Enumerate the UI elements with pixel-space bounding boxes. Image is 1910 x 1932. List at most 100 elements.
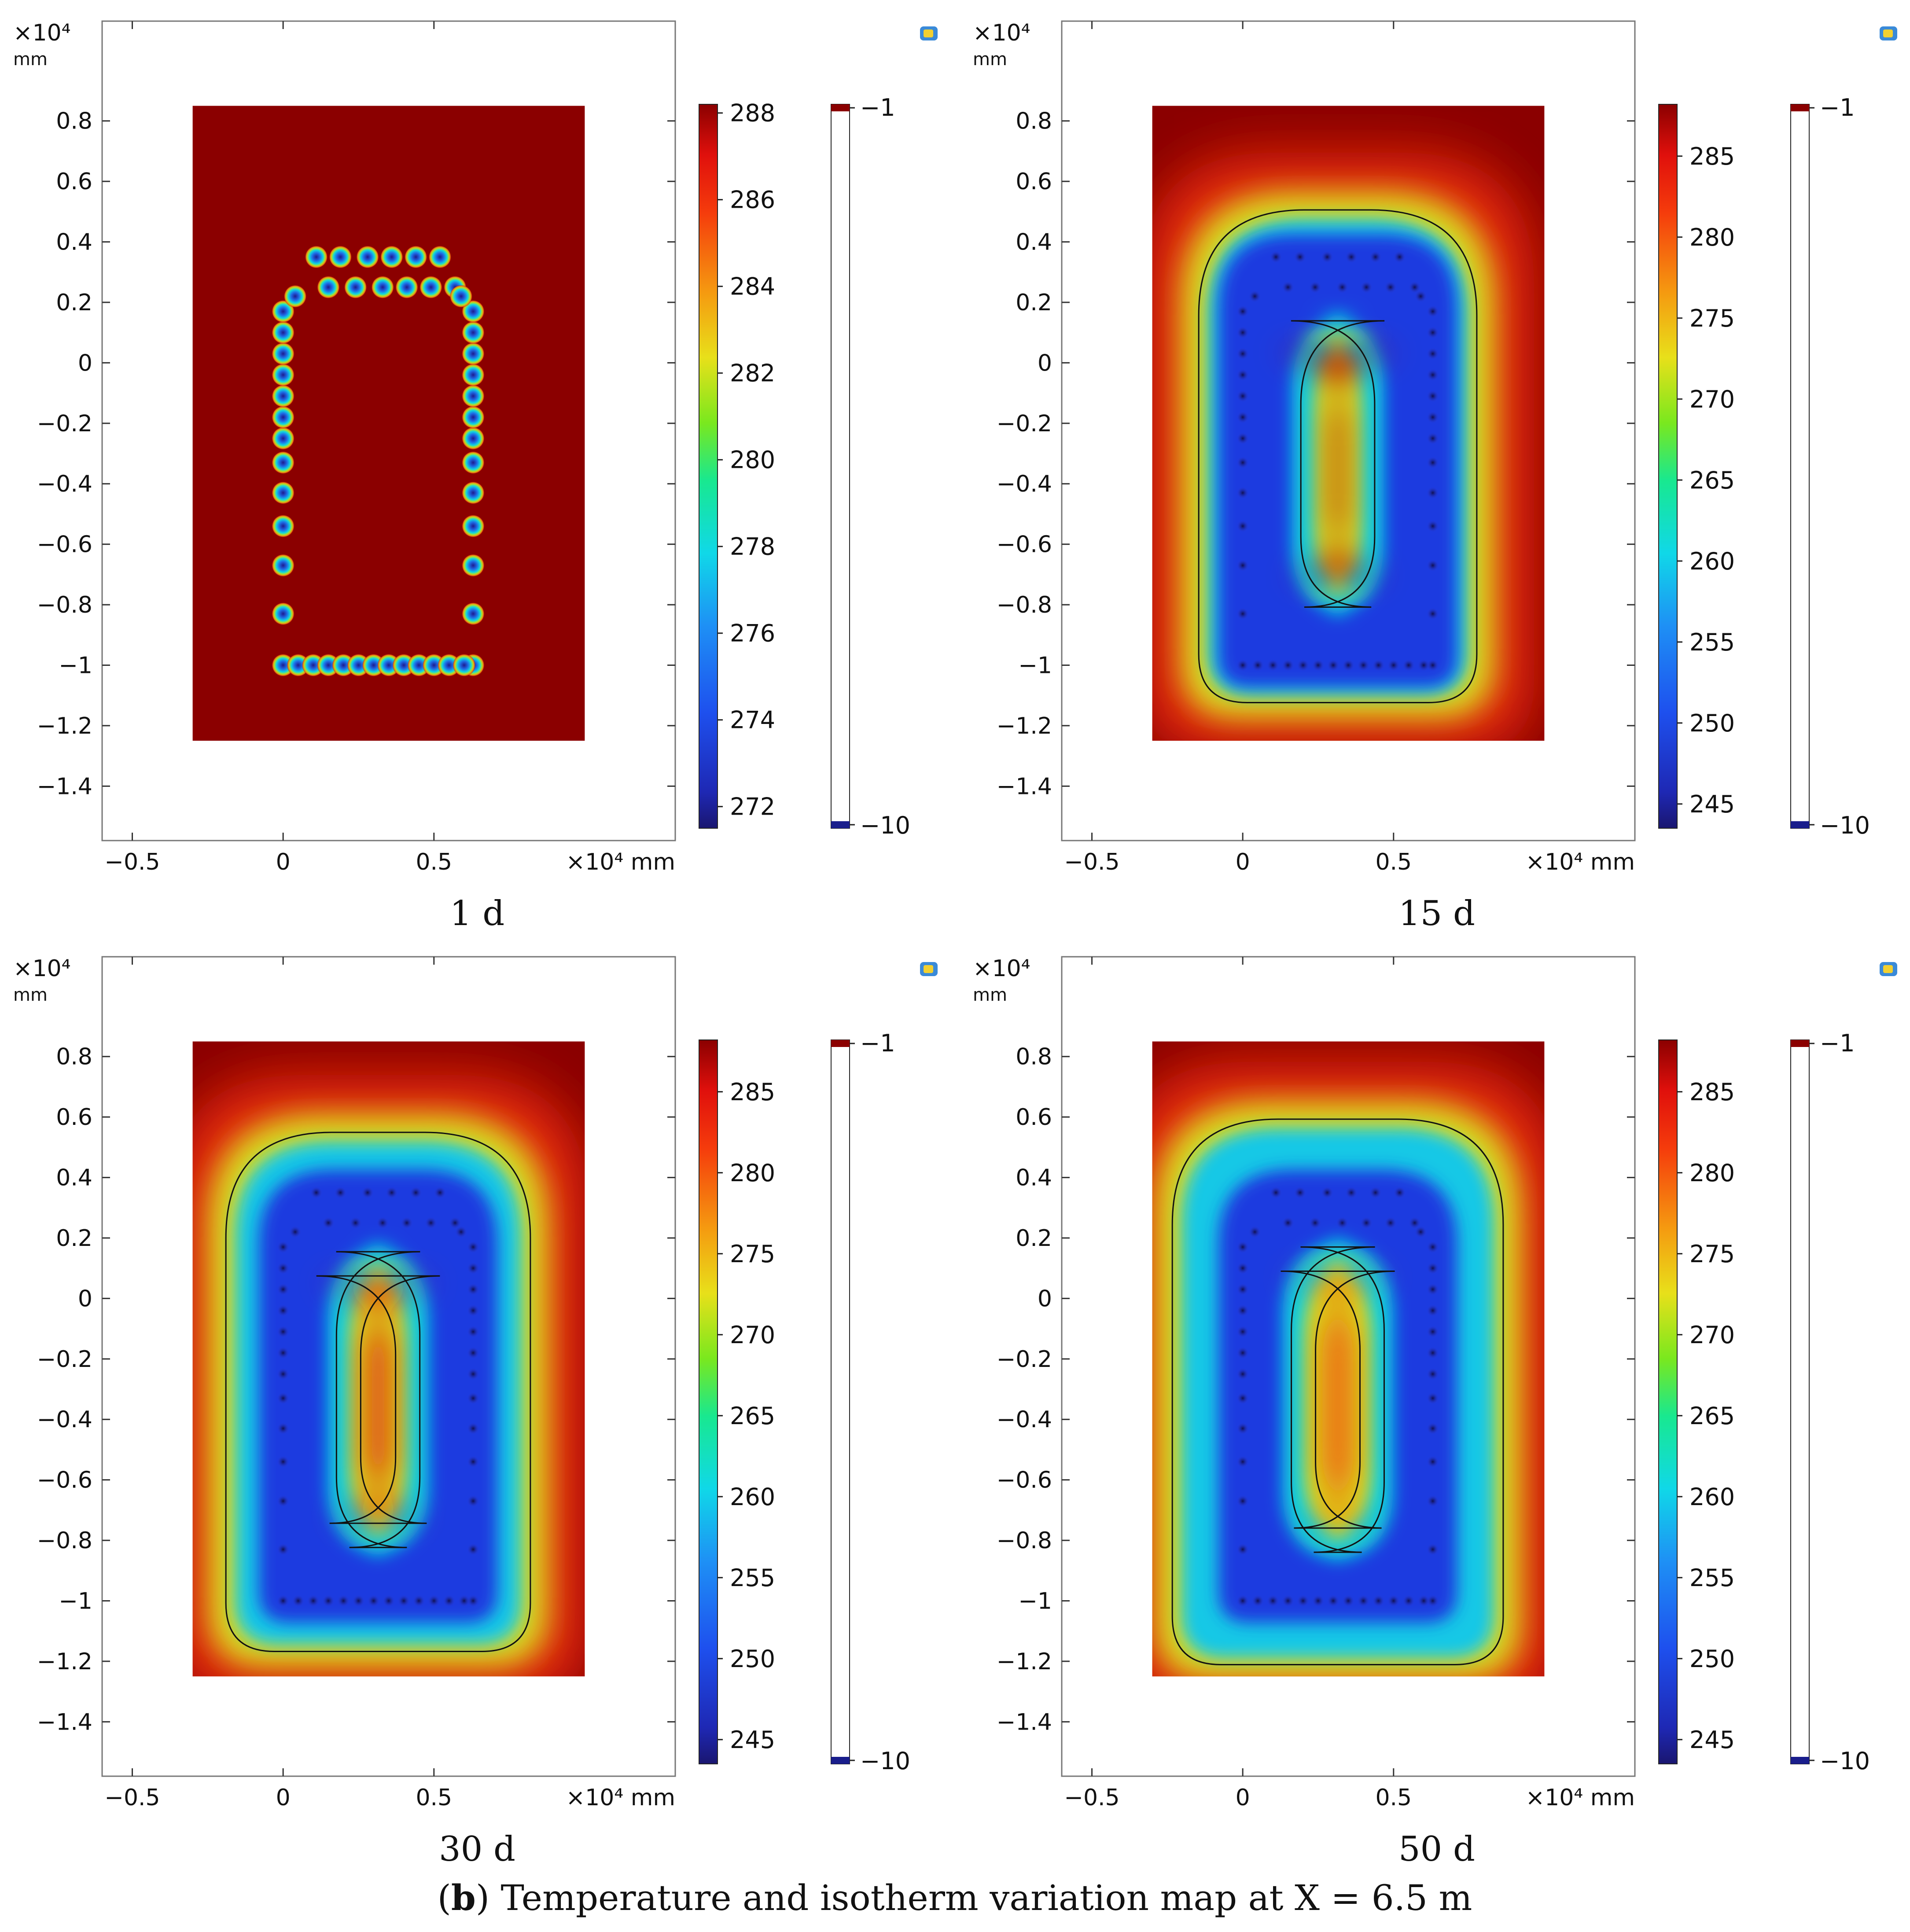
isotherm-tick-label-bottom: −10	[1820, 812, 1870, 839]
temperature-colorbar	[1658, 104, 1678, 829]
temperature-tick-label: 250	[1689, 709, 1735, 737]
pile-dot	[1266, 659, 1279, 672]
pile-dot	[322, 1594, 335, 1607]
frozen-pile-spot	[272, 342, 295, 365]
pile-dot	[1237, 486, 1249, 499]
pile-dot	[1369, 250, 1382, 263]
y-axis-unit-mm: mm	[973, 49, 1007, 70]
pile-dot	[277, 1368, 290, 1381]
temperature-tick-label: 270	[730, 1321, 775, 1349]
y-tick-label: −1.2	[37, 713, 92, 739]
pile-dot	[1281, 1216, 1294, 1229]
pile-dot	[1237, 1368, 1249, 1381]
temperature-field	[192, 106, 585, 741]
isotherm-tick-label-top: −1	[1820, 1029, 1855, 1057]
pile-dot	[1369, 1186, 1382, 1199]
pile-dot	[277, 1325, 290, 1338]
pile-dot	[337, 1594, 350, 1607]
pile-dot	[458, 1594, 471, 1607]
y-tick-label: 0.8	[56, 108, 92, 135]
pile-dot	[443, 1594, 456, 1607]
panel-time-label: 1 d	[450, 894, 504, 933]
temperature-tick-label: 276	[730, 620, 775, 647]
pile-dot	[1426, 659, 1439, 672]
pile-dot	[277, 1543, 290, 1556]
y-axis-unit-mm: mm	[973, 985, 1007, 1005]
pile-dot	[1408, 281, 1421, 294]
temperature-tick-label: 275	[730, 1240, 775, 1268]
y-axis-unit: ×10⁴	[973, 955, 1030, 982]
pile-dot	[1426, 305, 1439, 318]
frozen-pile-spot	[428, 245, 452, 268]
temperature-tick-label: 250	[730, 1645, 775, 1673]
y-tick-label: 0	[1038, 1286, 1052, 1312]
y-tick-label: −0.6	[37, 1467, 92, 1494]
pile-dot	[277, 1283, 290, 1296]
pile-dot	[1426, 1392, 1439, 1405]
y-tick-label: 0	[78, 1286, 92, 1312]
x-tick-label: −0.5	[104, 849, 160, 875]
y-tick-label: 0.4	[1016, 229, 1052, 256]
pile-dot	[1294, 1186, 1306, 1199]
pile-dot	[277, 1455, 290, 1468]
temperature-tick-label: 255	[1689, 628, 1735, 656]
pile-dot	[1336, 281, 1349, 294]
warm-core	[1274, 1278, 1402, 1522]
y-axis-unit: ×10⁴	[13, 20, 71, 46]
x-axis-unit: ×10⁴ mm	[566, 849, 675, 875]
comsol-logo-inner	[924, 965, 933, 973]
y-tick-label: −0.6	[997, 532, 1052, 558]
y-tick-label: 0.4	[1016, 1165, 1052, 1191]
y-axis-unit: ×10⁴	[973, 20, 1030, 46]
pile-dot	[1417, 659, 1430, 672]
temperature-tick-label: 245	[1689, 1726, 1735, 1754]
temperature-tick-label: 286	[730, 186, 775, 214]
y-tick-label: −0.4	[37, 1407, 92, 1433]
pile-dot	[1237, 659, 1249, 672]
pile-dot	[289, 1226, 302, 1238]
pile-dot	[1426, 1241, 1439, 1253]
isotherm-outer	[1198, 209, 1478, 703]
temperature-tick-label: 265	[730, 1402, 775, 1430]
pile-dot	[424, 1216, 437, 1229]
pile-dot	[1237, 1241, 1249, 1253]
comsol-logo-inner	[924, 29, 933, 37]
caption-letter: b	[451, 1877, 476, 1918]
pile-dot	[1237, 1304, 1249, 1317]
frozen-pile-spot	[449, 285, 473, 308]
y-tick-label: −0.8	[37, 592, 92, 618]
y-tick-label: −1	[1018, 652, 1052, 679]
panel-4: 0.8 0.6 0.4 0.2 0 −0.2 −0.4 −0.6 −0.8 −1 −1.2 −1.4 −…	[973, 955, 1897, 1869]
y-tick-label: −0.6	[37, 532, 92, 558]
pile-dot	[1426, 1455, 1439, 1468]
pile-dot	[1237, 1495, 1249, 1507]
x-axis-unit: ×10⁴ mm	[566, 1785, 675, 1811]
isotherm-bottom-swatch	[1791, 821, 1809, 828]
x-axis-unit: ×10⁴ mm	[1526, 1785, 1635, 1811]
pile-dot	[361, 1186, 374, 1199]
x-tick-label: 0	[276, 849, 291, 875]
pile-dot	[467, 1325, 479, 1338]
y-tick-label: −1.4	[37, 1709, 92, 1735]
pile-dot	[334, 1186, 347, 1199]
pile-dot	[467, 1262, 479, 1275]
isotherm-tick-label-bottom: −10	[860, 812, 910, 839]
temperature-tick-label: 285	[1689, 1078, 1735, 1106]
pile-dot	[1237, 411, 1249, 424]
frozen-pile-spot	[329, 245, 352, 268]
domain-background	[192, 106, 585, 741]
frozen-pile-spot	[272, 451, 295, 474]
frozen-pile-spot	[461, 321, 485, 344]
y-tick-label: 0.2	[56, 1225, 92, 1252]
y-tick-label: −1	[59, 1588, 92, 1614]
pile-dot	[1414, 1226, 1427, 1238]
pile-dot	[467, 1241, 479, 1253]
y-axis-unit-mm: mm	[13, 985, 48, 1005]
x-tick-label: 0	[1236, 1785, 1250, 1811]
isotherm-colorbar	[831, 104, 850, 829]
isotherm-tick-label-top: −1	[860, 1029, 895, 1057]
pile-dot	[1426, 1594, 1439, 1607]
pile-dot	[1387, 1594, 1400, 1607]
